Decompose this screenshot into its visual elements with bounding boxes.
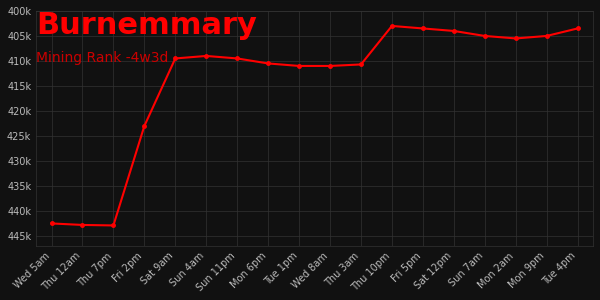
Text: Burnemmary: Burnemmary — [36, 11, 257, 40]
Text: Mining Rank -4w3d: Mining Rank -4w3d — [36, 51, 169, 65]
